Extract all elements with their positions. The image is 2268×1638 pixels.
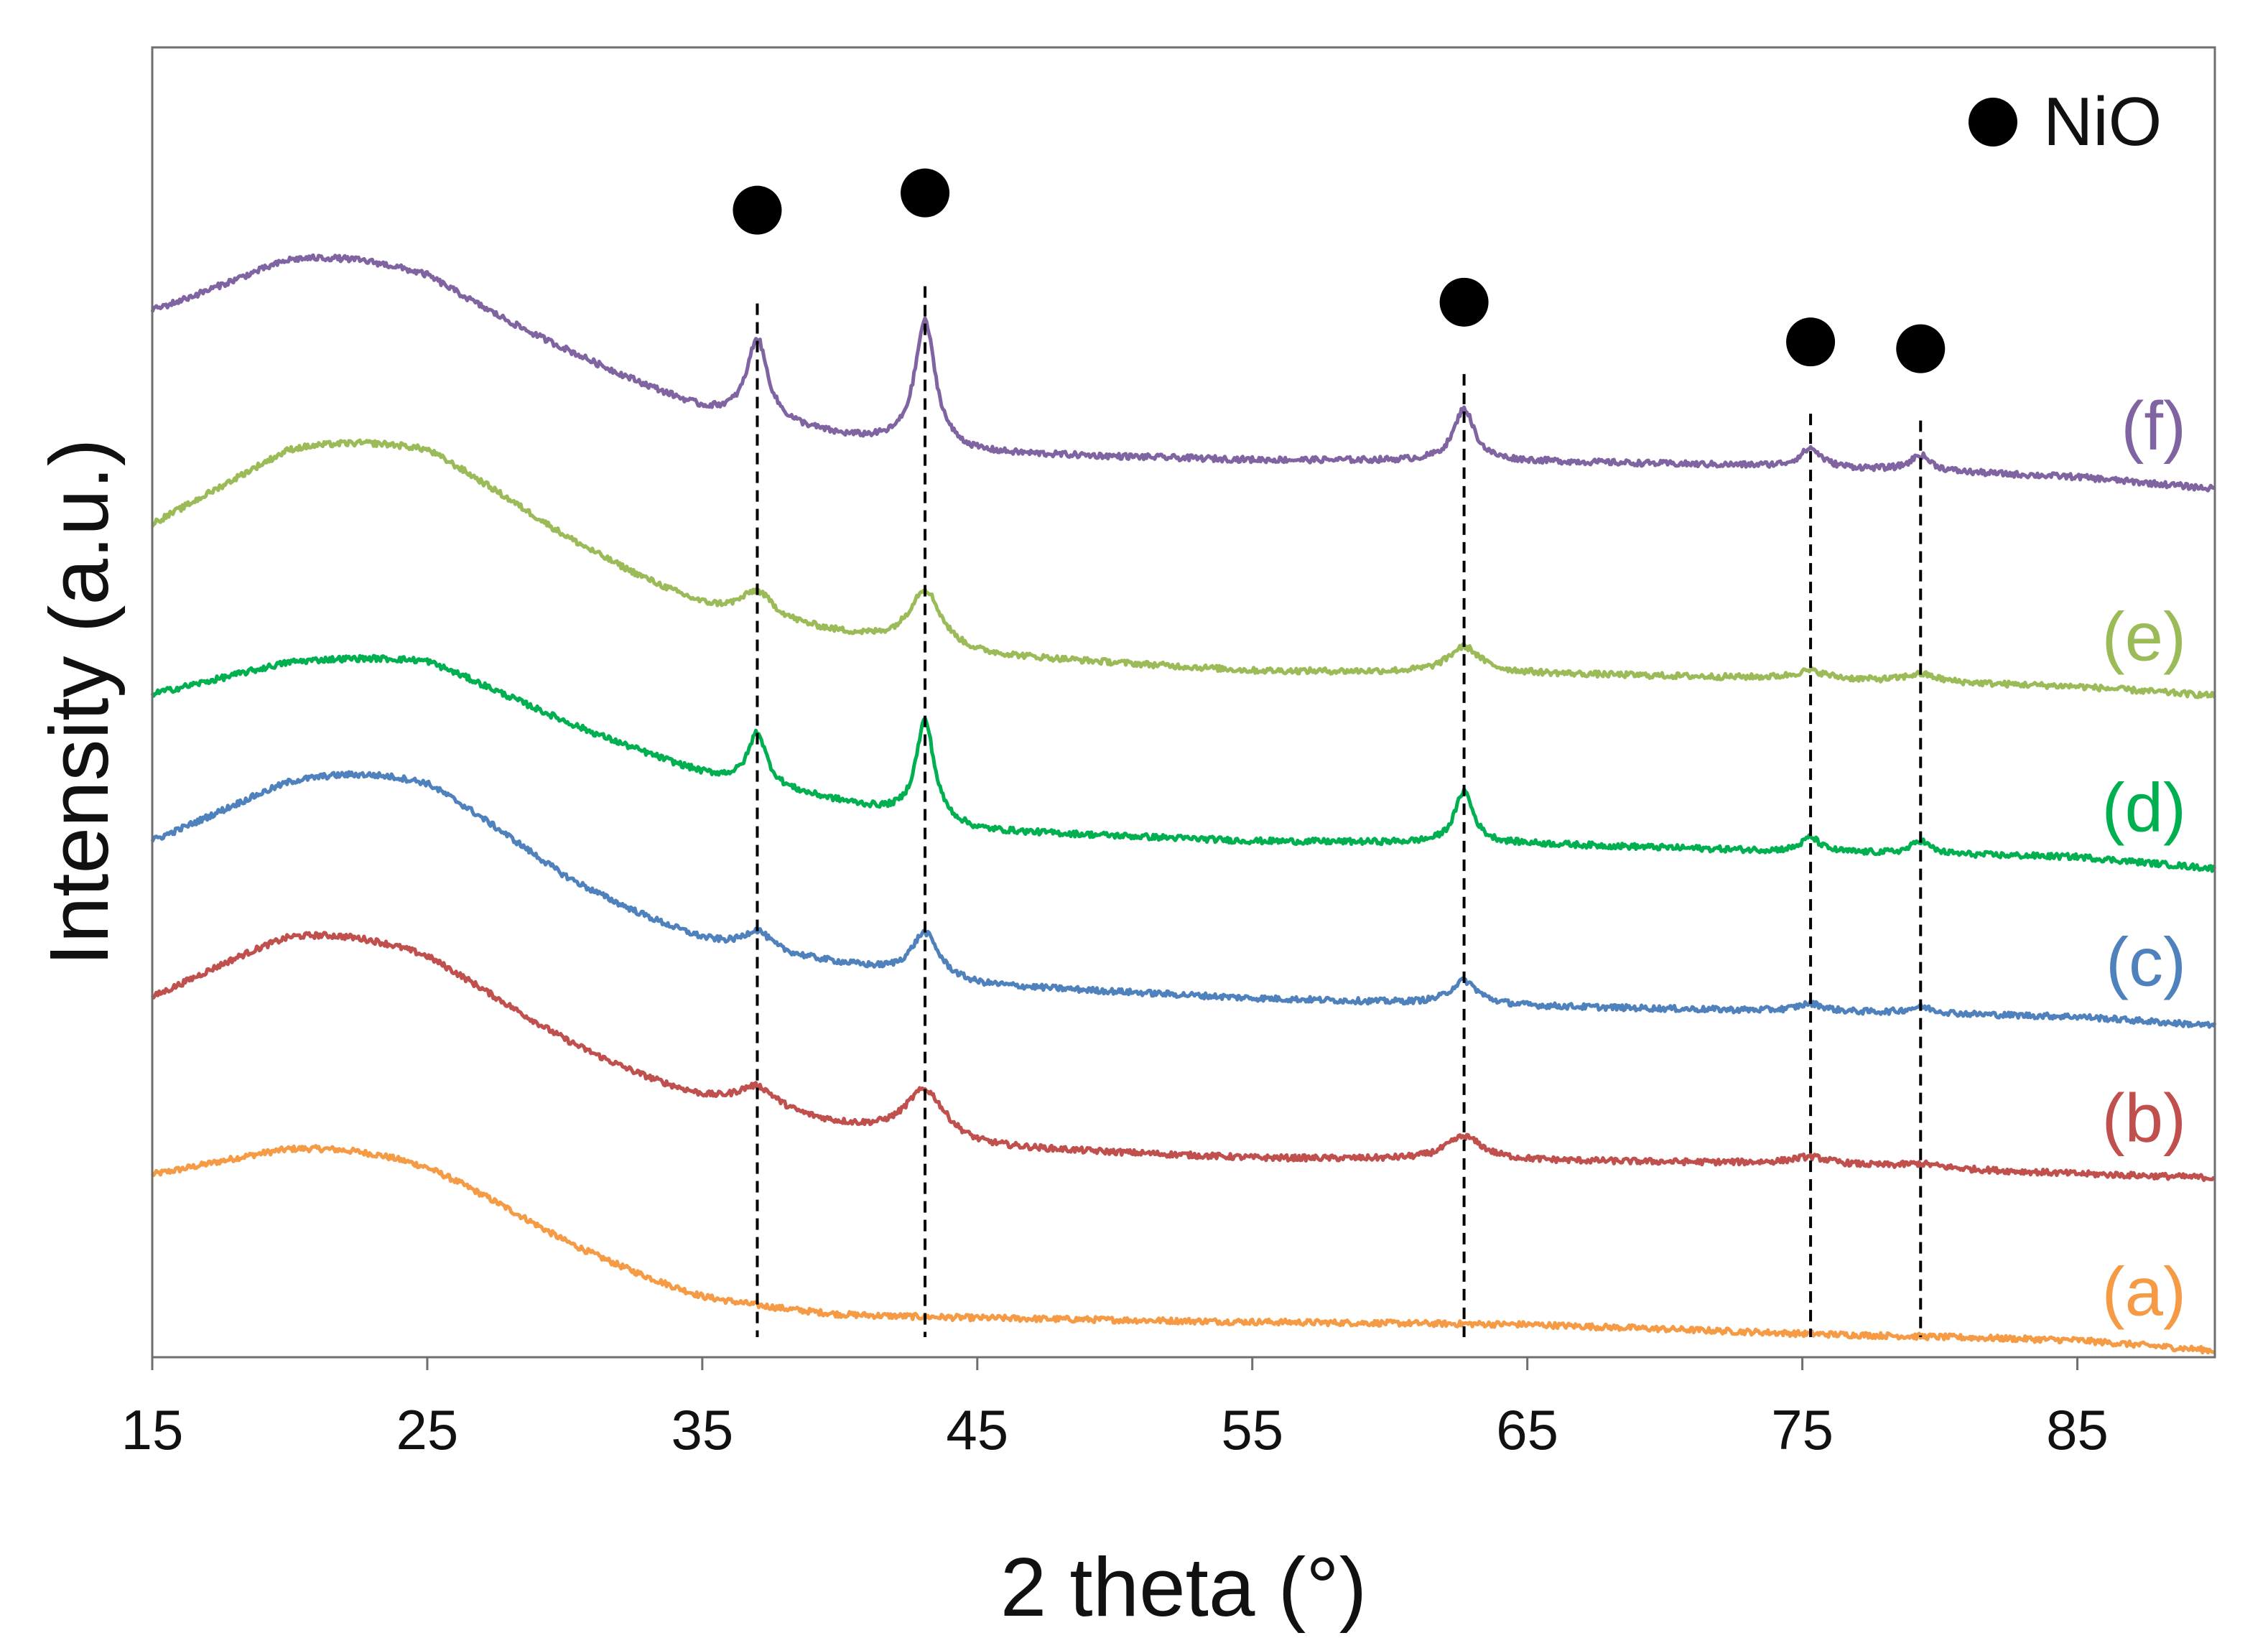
legend-nio-label: NiO	[2043, 83, 2162, 160]
legend-nio-marker	[1969, 98, 2017, 146]
x-tick-label: 25	[396, 1398, 459, 1461]
nio-peak-marker	[1786, 317, 1836, 367]
peak-markers-layer	[733, 168, 1946, 1337]
series-labels-layer: (a) (b) (c) (d) (e) (f)	[2102, 388, 2186, 1331]
series-line-f	[150, 253, 2216, 493]
series-line-e	[151, 438, 2216, 699]
series-layer	[150, 253, 2217, 1355]
series-label-d: (d)	[2102, 770, 2186, 847]
x-ticks-layer: 15 25 35 45 55 65 75 85	[121, 1357, 2109, 1461]
y-axis-title: Intensity (a.u.)	[32, 439, 126, 967]
nio-peak-marker	[1896, 324, 1946, 373]
series-line-a	[150, 1144, 2216, 1355]
nio-peak-marker	[901, 168, 950, 218]
series-label-c: (c)	[2106, 924, 2186, 1001]
x-tick-label: 85	[2046, 1398, 2109, 1461]
x-tick-label: 75	[1771, 1398, 1834, 1461]
x-tick-label: 35	[671, 1398, 733, 1461]
series-label-f: (f)	[2121, 388, 2186, 465]
x-tick-label: 65	[1496, 1398, 1558, 1461]
x-tick-label: 45	[946, 1398, 1008, 1461]
x-tick-label: 55	[1221, 1398, 1283, 1461]
legend: NiO	[1969, 83, 2162, 160]
series-label-a: (a)	[2102, 1254, 2186, 1331]
series-line-d	[150, 653, 2217, 873]
series-label-b: (b)	[2102, 1080, 2186, 1157]
nio-peak-marker	[1439, 277, 1489, 327]
x-tick-label: 15	[121, 1398, 184, 1461]
series-line-b	[150, 931, 2216, 1182]
series-line-c	[150, 770, 2217, 1029]
nio-peak-marker	[733, 185, 782, 235]
plot-area-frame	[151, 46, 2216, 1359]
series-label-e: (e)	[2102, 598, 2186, 675]
x-axis-title: 2 theta (°)	[1000, 1540, 1367, 1634]
